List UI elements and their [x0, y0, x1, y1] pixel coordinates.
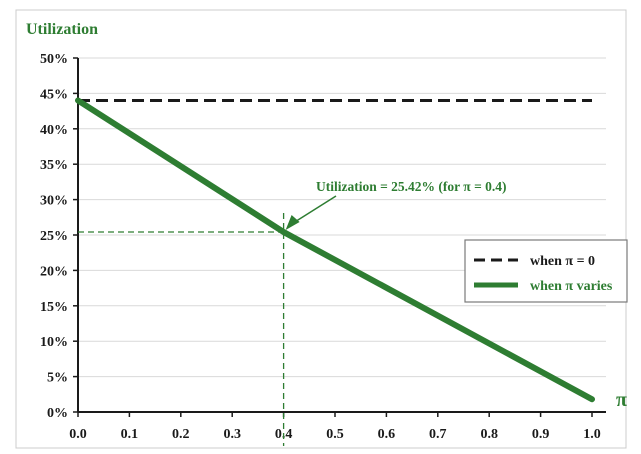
y-tick-label: 0% — [47, 406, 68, 421]
y-tick-label: 50% — [40, 52, 68, 67]
annotation-arrow — [285, 195, 337, 231]
x-tick-labels: 0.0 0.1 0.2 0.3 0.4 0.5 0.6 0.7 0.8 0.9 1.0 — [69, 427, 601, 442]
legend-label-pi-varies: when π varies — [530, 279, 613, 294]
y-tick-label: 25% — [40, 229, 68, 244]
y-axis-label: Utilization — [26, 21, 98, 38]
annotation-arrow-shaft — [291, 195, 337, 225]
x-tick-label: 0.1 — [121, 427, 139, 442]
annotation-guides — [78, 213, 285, 446]
x-tick-label: 0.5 — [326, 427, 344, 442]
y-tick-label: 20% — [40, 264, 68, 279]
chart-frame — [15, 9, 627, 449]
y-tick-label: 15% — [40, 300, 68, 315]
x-tick-label: 0.2 — [172, 427, 190, 442]
y-tick-label: 10% — [40, 335, 68, 350]
y-tick-label: 45% — [40, 87, 68, 102]
y-tick-label: 30% — [40, 194, 68, 209]
y-tick-label: 5% — [47, 371, 68, 386]
series-line-pi-varies — [75, 97, 595, 403]
axes — [73, 57, 606, 417]
x-tick-label: 1.0 — [583, 427, 601, 442]
annotation-arrow-head — [285, 215, 300, 231]
y-tick-label: 35% — [40, 158, 68, 173]
y-tick-label: 40% — [40, 123, 68, 138]
x-tick-label: 0.8 — [480, 427, 498, 442]
y-tick-labels: 0% 5% 10% 15% 20% 25% 30% 35% 40% 45% 50% — [40, 52, 68, 421]
x-tick-label: 0.3 — [223, 427, 241, 442]
gridlines — [78, 57, 606, 378]
x-tick-label: 0.9 — [532, 427, 550, 442]
annotation-text: Utilization = 25.42% (for π = 0.4) — [316, 179, 507, 194]
x-tick-label: 0.6 — [378, 427, 396, 442]
x-tick-label: 0.0 — [69, 427, 87, 442]
series-lines — [75, 97, 595, 403]
legend-box — [464, 239, 628, 303]
x-tick-label: 0.7 — [429, 427, 447, 442]
legend-label-pi-zero: when π = 0 — [530, 254, 595, 269]
x-axis-label: π — [616, 389, 627, 411]
legend: when π = 0 when π varies — [464, 239, 628, 303]
